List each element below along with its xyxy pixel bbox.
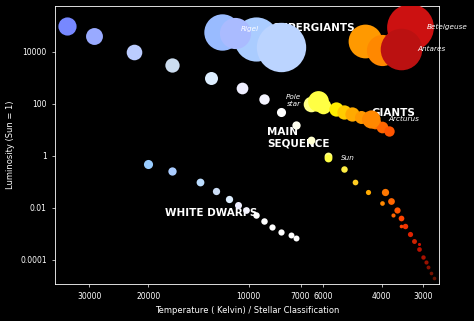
Point [219,29,226,34]
Point [348,111,356,117]
Text: Betelgeuse: Betelgeuse [426,24,467,30]
Point [253,37,260,42]
Point [415,247,422,252]
Point [382,189,389,195]
Point [253,213,260,218]
Text: Arcturus: Arcturus [388,117,419,122]
Point [430,275,438,280]
Point [425,265,432,270]
Point [145,161,152,166]
Point [340,167,347,172]
Point [401,223,409,228]
Text: Sun: Sun [341,154,355,160]
Point [324,155,332,160]
Point [260,219,268,224]
Point [385,128,393,134]
Point [238,85,246,91]
Text: WHITE DWARFS: WHITE DWARFS [164,208,257,218]
Point [324,153,332,158]
Text: MAIN
SEQUENCE: MAIN SEQUENCE [267,127,330,148]
Point [389,213,397,218]
Point [269,224,276,230]
Point [168,169,175,174]
Point [387,198,395,204]
Text: SUPERGIANTS: SUPERGIANTS [273,23,355,33]
Point [234,202,241,207]
Point [292,123,300,128]
Point [427,271,435,276]
Point [319,104,327,109]
Point [406,231,413,236]
Point [308,137,315,143]
Point [406,24,413,30]
Point [410,239,418,244]
Point [340,109,347,114]
Point [378,47,385,52]
Point [419,254,427,259]
Text: GIANTS: GIANTS [371,108,415,118]
Point [225,196,232,201]
Point [242,208,250,213]
Point [358,115,365,120]
Point [397,215,405,221]
Point [277,109,285,114]
Point [308,101,315,106]
Text: Rigel: Rigel [240,26,259,32]
Y-axis label: Luminosity (Sun = 1): Luminosity (Sun = 1) [6,100,15,189]
Point [364,189,372,195]
Point [130,49,138,54]
Point [364,117,372,122]
Point [277,45,285,50]
Point [397,46,405,51]
Point [168,63,175,68]
Point [367,117,375,122]
Point [371,120,378,126]
Point [292,235,300,240]
Point [406,231,413,236]
Point [352,179,359,184]
Point [207,75,215,80]
Point [397,223,405,228]
Point [415,241,422,247]
Text: Pole
star: Pole star [286,94,301,107]
Point [378,124,385,129]
Point [213,188,220,193]
Point [91,34,98,39]
Point [314,98,322,103]
Point [277,229,285,234]
Point [287,232,294,238]
Point [63,23,71,28]
Point [378,201,385,206]
Point [260,97,268,102]
Text: Antares: Antares [418,46,446,52]
Point [393,208,401,213]
X-axis label: Temperature ( Kelvin) / Stellar Classification: Temperature ( Kelvin) / Stellar Classifi… [155,307,339,316]
Point [231,30,239,35]
Point [196,179,204,184]
Point [332,107,339,112]
Point [361,39,368,44]
Point [422,260,430,265]
